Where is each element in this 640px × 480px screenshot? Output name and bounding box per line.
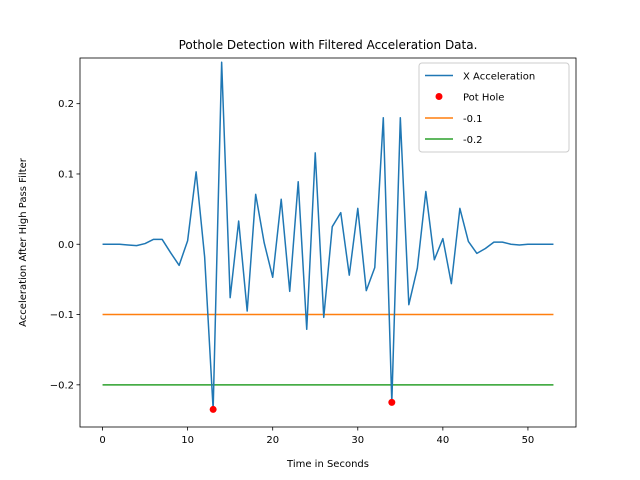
x-tick-label: 30 [351,435,364,446]
x-tick-label: 50 [522,435,535,446]
legend-label-pot-hole: Pot Hole [463,93,504,104]
x-axis: 0 10 20 30 40 50 [99,427,534,446]
y-tick-label: −0.1 [50,310,74,321]
chart-title: Pothole Detection with Filtered Accelera… [179,38,478,52]
legend-box [418,62,570,153]
y-tick-label: 0.2 [58,99,74,110]
y-tick-label: 0.0 [58,240,74,251]
y-tick-label: −0.2 [50,380,74,391]
y-axis-label: Acceleration After High Pass Filter [18,157,29,327]
legend-label-x-acceleration: X Acceleration [463,72,535,83]
pot-hole-point [209,405,217,413]
x-tick-label: 20 [266,435,279,446]
x-tick-label: 0 [99,435,105,446]
pot-hole-point [388,398,396,406]
y-tick-label: 0.1 [58,169,74,180]
plot-frame [79,57,577,428]
series-line-x-acceleration [102,61,554,411]
legend-label-threshold-0-2: -0.2 [463,135,483,146]
x-tick-label: 10 [181,435,194,446]
x-axis-label: Time in Seconds [286,459,369,470]
series-layer [102,61,554,411]
y-axis: −0.2 −0.1 0.0 0.1 0.2 [50,99,80,391]
scatter-layer [209,398,396,413]
legend-label-threshold-0-1: -0.1 [463,114,483,125]
legend-swatch-pot-hole [435,93,443,100]
legend: X Acceleration Pot Hole -0.1 -0.2 [418,62,570,153]
x-tick-label: 40 [436,435,449,446]
